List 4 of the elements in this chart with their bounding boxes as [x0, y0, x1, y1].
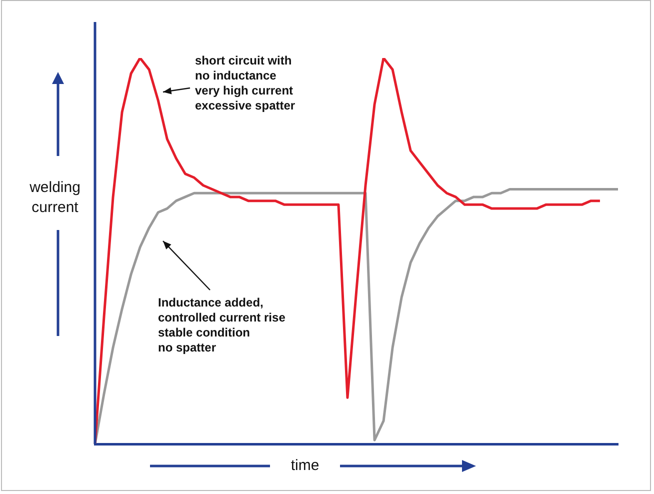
annotation: short circuit with no inductance very high current excessive spatter	[195, 53, 296, 112]
annotation: Inductance added, controlled current rise stable condition no spatter	[158, 295, 286, 354]
x-axis-title: time	[290, 456, 320, 476]
y-axis-title: welding current	[28, 178, 82, 218]
